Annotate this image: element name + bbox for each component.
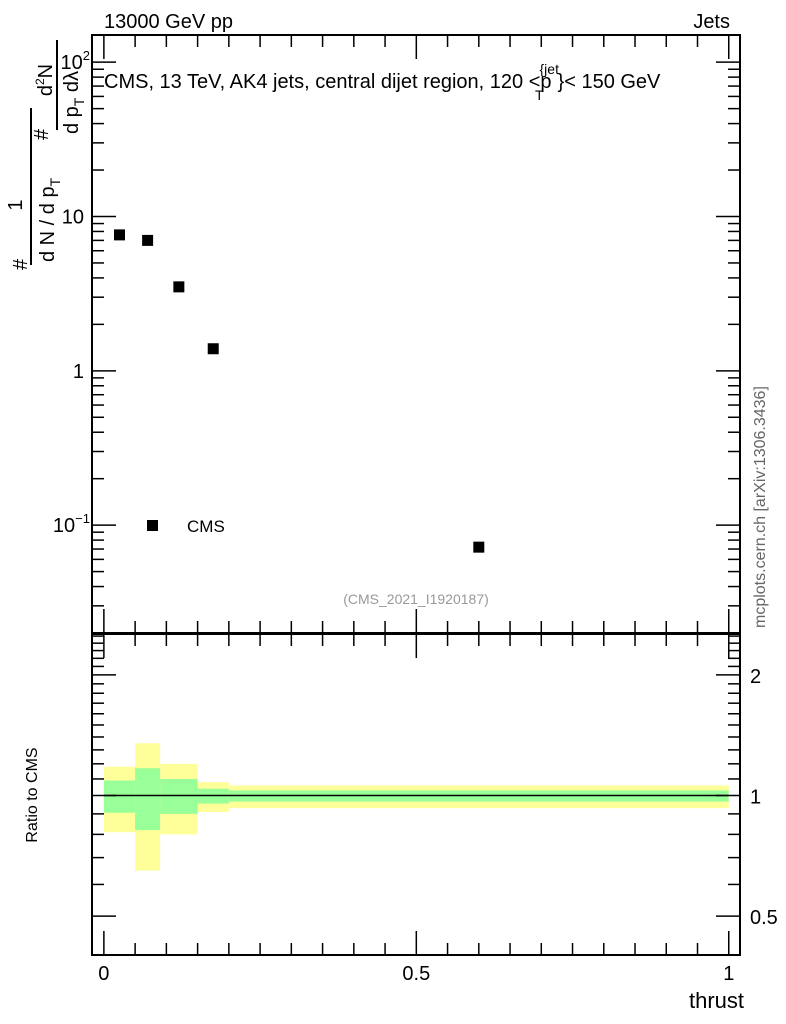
x-axis-label: thrust bbox=[689, 988, 744, 1013]
title-text: CMS, 13 TeV, AK4 jets, central dijet reg… bbox=[104, 71, 552, 93]
band-inner bbox=[160, 778, 198, 814]
title-sub: T bbox=[535, 87, 544, 103]
main-panel: 102 10 1 10−1 CMS bbox=[53, 34, 741, 634]
ratio-y-label: Ratio to CMS bbox=[24, 747, 41, 842]
data-point bbox=[473, 541, 485, 553]
ylabel-den2: d pT dλ bbox=[61, 71, 87, 134]
watermark: (CMS_2021_I1920187) bbox=[343, 591, 489, 607]
plot-title: CMS, 13 TeV, AK4 jets, central dijet reg… bbox=[104, 61, 661, 103]
ylabel-num1: 1 bbox=[5, 199, 27, 210]
header-left: 13000 GeV pp bbox=[104, 11, 233, 33]
legend-marker bbox=[147, 520, 158, 531]
x-tick-label: 0.5 bbox=[402, 963, 430, 985]
y-tick-label: 10 bbox=[62, 206, 84, 228]
y-axis-label: # 1 d N / d pT # d2N d pT dλ bbox=[5, 40, 87, 270]
y-tick-label: 0.5 bbox=[750, 907, 778, 929]
ylabel-num2: d2N bbox=[33, 64, 57, 96]
data-point bbox=[173, 281, 185, 293]
ylabel-den1: d N / d pT bbox=[37, 177, 63, 262]
ylabel-hash1: # bbox=[10, 258, 32, 270]
data-point bbox=[142, 234, 154, 246]
y-tick-label: 1 bbox=[73, 361, 84, 383]
band-inner bbox=[135, 768, 161, 831]
title-sup: {jet bbox=[540, 61, 560, 77]
x-tick-label: 1 bbox=[723, 963, 734, 985]
main-frame bbox=[91, 34, 741, 634]
band-inner bbox=[103, 780, 136, 813]
y-tick-label: 1 bbox=[750, 787, 761, 809]
y-tick-label: 2 bbox=[750, 666, 761, 688]
title-end: }< 150 GeV bbox=[558, 71, 662, 93]
y-tick-label: 10−1 bbox=[53, 511, 90, 537]
x-tick-label: 0 bbox=[98, 963, 109, 985]
header-right: Jets bbox=[693, 11, 730, 33]
data-point bbox=[113, 229, 125, 241]
y-tick-label: 102 bbox=[61, 48, 90, 74]
ylabel-hash2: # bbox=[31, 128, 53, 140]
ratio-panel: 2 1 0.5 0 0.5 1 bbox=[91, 633, 778, 985]
data-point bbox=[207, 343, 219, 355]
side-label: mcplots.cern.ch [arXiv:1306.3436] bbox=[752, 386, 769, 628]
legend-label: CMS bbox=[187, 517, 225, 536]
